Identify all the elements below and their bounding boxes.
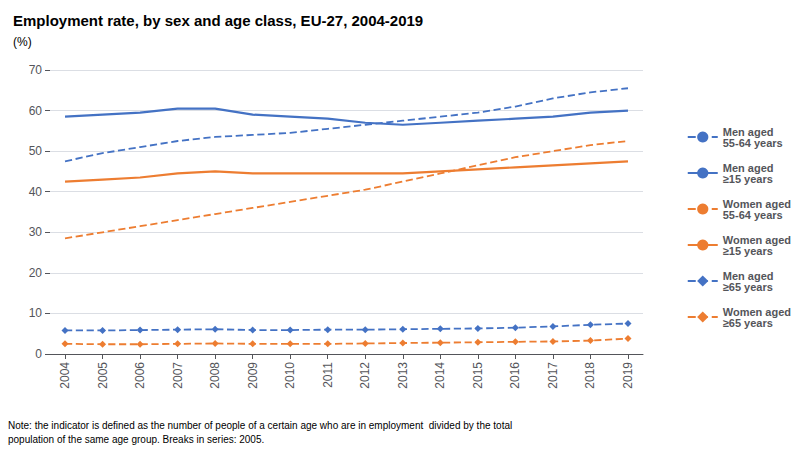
svg-text:2011: 2011	[321, 362, 335, 388]
svg-text:2006: 2006	[133, 362, 147, 389]
svg-text:2008: 2008	[208, 362, 222, 389]
svg-text:60: 60	[29, 104, 43, 118]
svg-text:40: 40	[29, 185, 43, 199]
svg-text:2010: 2010	[283, 362, 297, 389]
svg-text:Employment rate, by sex and ag: Employment rate, by sex and age class, E…	[13, 12, 423, 29]
svg-text:2009: 2009	[246, 362, 260, 389]
svg-text:2007: 2007	[171, 362, 185, 389]
svg-text:≥65 years: ≥65 years	[723, 281, 773, 293]
svg-text:2005: 2005	[96, 362, 110, 389]
svg-text:2012: 2012	[358, 362, 372, 389]
svg-text:0: 0	[35, 347, 42, 361]
svg-text:Note: the indicator is defined: Note: the indicator is defined as the nu…	[8, 420, 512, 431]
svg-text:Women aged: Women aged	[722, 305, 791, 318]
svg-text:30: 30	[29, 225, 43, 239]
svg-text:2018: 2018	[583, 362, 597, 389]
svg-text:Women aged: Women aged	[722, 197, 791, 210]
svg-text:70: 70	[29, 63, 43, 77]
svg-text:20: 20	[29, 266, 43, 280]
svg-text:2014: 2014	[433, 362, 447, 389]
svg-text:10: 10	[29, 306, 43, 320]
svg-text:2004: 2004	[58, 362, 72, 389]
svg-text:55-64 years: 55-64 years	[723, 209, 783, 221]
svg-text:Men aged: Men aged	[722, 161, 774, 174]
svg-text:2016: 2016	[508, 362, 522, 389]
svg-text:≥65 years: ≥65 years	[723, 317, 773, 329]
svg-text:Men aged: Men aged	[722, 125, 774, 138]
svg-text:2013: 2013	[396, 362, 410, 389]
svg-text:55-64 years: 55-64 years	[723, 137, 783, 149]
svg-text:Men aged: Men aged	[722, 269, 774, 282]
svg-text:Women aged: Women aged	[722, 233, 791, 246]
svg-text:population of the same age gro: population of the same age group. Breaks…	[8, 434, 264, 445]
svg-text:(%): (%)	[13, 35, 32, 49]
svg-text:≥15 years: ≥15 years	[723, 173, 773, 185]
svg-text:2019: 2019	[621, 362, 635, 389]
svg-text:2017: 2017	[546, 362, 560, 389]
svg-text:≥15 years: ≥15 years	[723, 245, 773, 257]
svg-text:2015: 2015	[471, 362, 485, 389]
svg-text:50: 50	[29, 144, 43, 158]
